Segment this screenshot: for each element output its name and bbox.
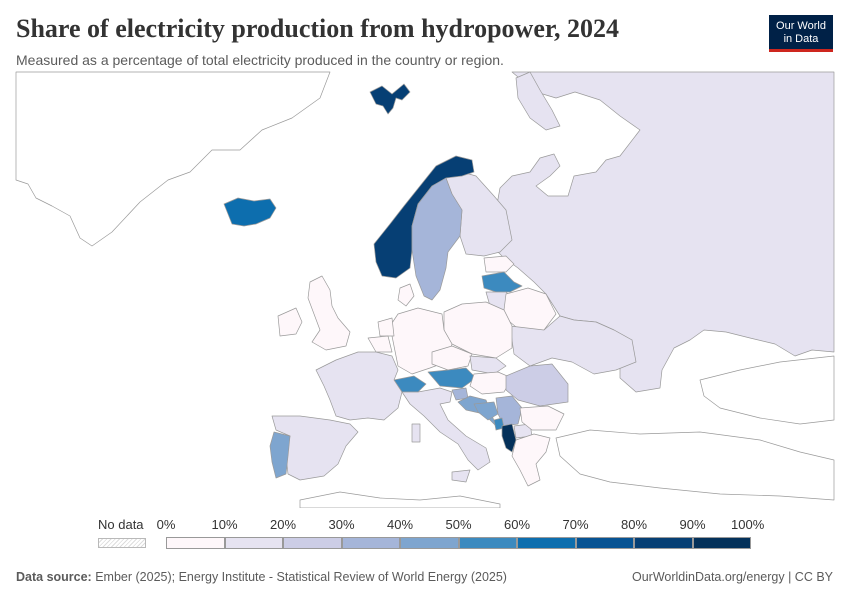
legend-bin[interactable]	[341, 537, 400, 549]
region-ukraine[interactable]	[509, 315, 637, 375]
region-turkey[interactable]	[555, 429, 835, 501]
legend-tick-label: 70%	[562, 517, 589, 532]
region-netherlands[interactable]	[377, 317, 395, 337]
footer-link[interactable]: OurWorldinData.org/energy | CC BY	[631, 570, 833, 584]
legend-bin[interactable]	[400, 537, 459, 549]
region-sardinia[interactable]	[411, 423, 421, 443]
region-albania[interactable]	[501, 423, 517, 453]
legend-tick-label: 30%	[328, 517, 355, 532]
legend-bin[interactable]	[166, 537, 225, 549]
legend-bin[interactable]	[517, 537, 576, 549]
region-sicily[interactable]	[451, 469, 471, 483]
region-svalbard[interactable]	[369, 83, 411, 115]
region-hungary[interactable]	[469, 371, 513, 395]
region-greenland[interactable]	[15, 71, 331, 247]
logo-line-1: Our World	[776, 20, 826, 32]
region-italy[interactable]	[401, 387, 491, 471]
legend-bin[interactable]	[458, 537, 517, 549]
legend-no-data-label: No data	[98, 517, 144, 532]
legend-tick-label: 90%	[679, 517, 706, 532]
region-czechia[interactable]	[431, 345, 473, 371]
region-united-kingdom[interactable]	[307, 275, 351, 351]
region-austria[interactable]	[427, 367, 477, 389]
legend-tick-label: 0%	[156, 517, 176, 532]
owid-logo[interactable]: Our World in Data	[769, 15, 833, 52]
legend-bin[interactable]	[283, 537, 342, 549]
data-source: Data source: Ember (2025); Energy Instit…	[16, 570, 507, 584]
region-bosnia[interactable]	[473, 401, 499, 421]
legend-tick-label: 50%	[445, 517, 472, 532]
legend-tick-label: 40%	[386, 517, 414, 532]
legend-bin[interactable]	[575, 537, 634, 549]
data-source-label: Data source:	[16, 570, 92, 584]
legend-tick-label: 10%	[211, 517, 238, 532]
region-portugal[interactable]	[269, 431, 291, 479]
legend-tick-label: 80%	[620, 517, 648, 532]
legend-bin[interactable]	[692, 537, 751, 549]
logo-line-2: in Data	[783, 32, 819, 45]
region-sweden[interactable]	[411, 177, 463, 301]
region-bulgaria[interactable]	[519, 405, 565, 431]
legend-bin[interactable]	[224, 537, 283, 549]
legend-tick-label: 20%	[269, 517, 297, 532]
legend-no-data-swatch	[98, 538, 146, 548]
region-france[interactable]	[315, 351, 403, 421]
legend-bin[interactable]	[634, 537, 693, 549]
region-iceland[interactable]	[223, 197, 277, 227]
data-source-text[interactable]: Ember (2025); Energy Institute - Statist…	[95, 570, 507, 584]
region-estonia[interactable]	[483, 255, 515, 273]
region-greece[interactable]	[511, 433, 551, 487]
europe-map	[15, 71, 835, 508]
region-arctic-island[interactable]	[515, 71, 561, 131]
region-north-africa[interactable]	[299, 491, 501, 508]
legend-tick-label: 100%	[731, 517, 765, 532]
chart-subtitle: Measured as a percentage of total electr…	[16, 52, 504, 68]
region-slovakia[interactable]	[469, 355, 507, 375]
region-romania[interactable]	[505, 363, 569, 407]
region-denmark[interactable]	[397, 283, 415, 307]
region-caucasus[interactable]	[699, 355, 835, 425]
region-serbia[interactable]	[495, 395, 523, 427]
region-ireland[interactable]	[277, 307, 303, 337]
region-belgium[interactable]	[367, 335, 393, 353]
legend-tick-label: 60%	[503, 517, 531, 532]
region-latvia[interactable]	[481, 271, 523, 293]
chart-title: Share of electricity production from hyd…	[16, 14, 620, 43]
